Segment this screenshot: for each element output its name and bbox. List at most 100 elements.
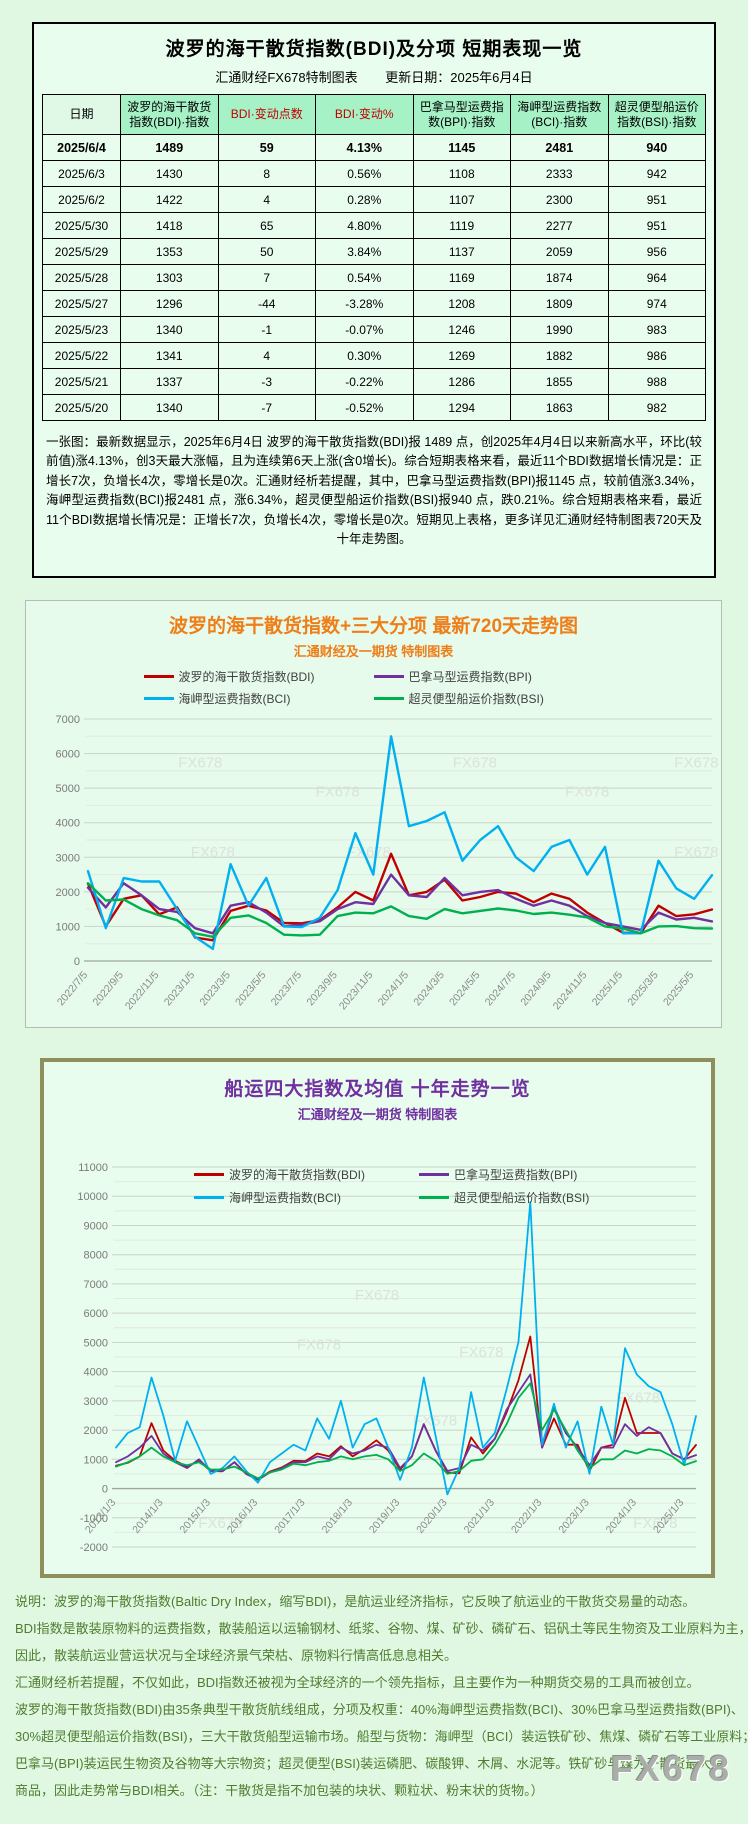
y-axis-tick-label: 4000 xyxy=(84,1367,108,1379)
chart-watermark: FX678 xyxy=(459,1344,503,1361)
table-cell: 1303 xyxy=(120,264,219,291)
table-cell: 983 xyxy=(607,316,706,343)
legend-label: 超灵便型船运价指数(BSI) xyxy=(408,692,544,706)
y-axis-tick-label: 7000 xyxy=(84,1279,108,1291)
legend-item: 超灵便型船运价指数(BSI) xyxy=(373,690,604,707)
table-cell: 1874 xyxy=(510,264,609,291)
y-axis-tick-label: 6000 xyxy=(84,1308,108,1320)
table-cell: 964 xyxy=(607,264,706,291)
table-cell: 1990 xyxy=(510,316,609,343)
y-axis-tick-label: 3000 xyxy=(84,1396,108,1408)
footer-note-line: 商品，因此走势常与BDI相关。（注：干散货是指不加包装的块状、颗粒状、粉末状的货… xyxy=(15,1783,544,1798)
table-cell: 1269 xyxy=(412,342,511,369)
table-cell: 1296 xyxy=(120,290,219,317)
y-axis-tick-label: -1000 xyxy=(80,1513,108,1525)
table-row: 2025/5/20 1340 -7 -0.52% 1294 1863 982 xyxy=(42,394,706,421)
chart-watermark: FX678 xyxy=(191,844,235,861)
x-axis-tick-label: 2023/3/5 xyxy=(197,969,233,1008)
table-row: 2025/5/21 1337 -3 -0.22% 1286 1855 988 xyxy=(42,368,706,395)
table-cell: 2025/5/20 xyxy=(42,394,121,421)
x-axis-tick-label: 2017/1/3 xyxy=(272,1497,308,1536)
table-cell: 1422 xyxy=(120,186,219,213)
x-axis-tick-label: 2023/7/5 xyxy=(269,969,305,1008)
table-cell: 1107 xyxy=(412,186,511,213)
chart-10year-subtitle: 汇通财经及一期货 特制图表 xyxy=(297,1107,458,1122)
legend-item: 海岬型运费指数(BCI) xyxy=(143,690,374,707)
x-axis-tick-label: 2023/5/5 xyxy=(233,969,269,1008)
footer-notes: 说明：波罗的海干散货指数(Baltic Dry Index，缩写BDI)，是航运… xyxy=(15,1588,748,1804)
y-axis-tick-label: 5000 xyxy=(84,1337,108,1349)
y-axis-tick-label: 1000 xyxy=(56,921,80,933)
y-axis-tick-label: 0 xyxy=(102,1484,108,1496)
table-cell: 1246 xyxy=(412,316,511,343)
y-axis-tick-label: 8000 xyxy=(84,1250,108,1262)
table-source-label: 汇通财经FX678特制图表 xyxy=(215,70,358,85)
y-axis-tick-label: -2000 xyxy=(80,1542,108,1554)
x-axis-tick-label: 2020/1/3 xyxy=(414,1497,450,1536)
y-axis-tick-label: 5000 xyxy=(56,783,80,795)
y-axis-tick-label: 3000 xyxy=(56,852,80,864)
table-row: 2025/5/30 1418 65 4.80% 1119 2277 951 xyxy=(42,212,706,239)
chart-720day-title: 波罗的海干散货指数+三大分项 最新720天走势图 xyxy=(168,616,579,637)
y-axis-tick-label: 1000 xyxy=(84,1454,108,1466)
table-cell: 2025/5/23 xyxy=(42,316,121,343)
column-header: BDI·变动% xyxy=(315,94,414,135)
x-axis-tick-label: 2023/1/5 xyxy=(162,969,198,1008)
table-cell: 1882 xyxy=(510,342,609,369)
table-cell: 1286 xyxy=(412,368,511,395)
table-cell: -0.22% xyxy=(315,368,414,395)
table-cell: 1169 xyxy=(412,264,511,291)
y-axis-tick-label: 7000 xyxy=(56,714,80,726)
chart-watermark: FX678 xyxy=(633,1515,677,1532)
table-cell: 50 xyxy=(217,238,316,265)
y-axis-tick-label: 6000 xyxy=(56,749,80,761)
table-cell: 2025/6/4 xyxy=(42,134,121,161)
y-axis-tick-label: 2000 xyxy=(84,1425,108,1437)
legend-color-line xyxy=(373,675,404,678)
table-cell: 940 xyxy=(607,134,706,161)
column-header: 超灵便型船运价指数(BSI)·指数 xyxy=(607,94,706,135)
legend-item: 波罗的海干散货指数(BDI) xyxy=(194,1166,419,1183)
chart-watermark: FX678 xyxy=(453,754,497,771)
table-cell: 1340 xyxy=(120,394,219,421)
footer-note-line: 30%超灵便型船运价指数(BSI)，三大干散货船型运输市场。船型与货物：海岬型（… xyxy=(15,1729,748,1744)
legend-item: 海岬型运费指数(BCI) xyxy=(194,1189,419,1206)
chart-watermark: FX678 xyxy=(413,1412,457,1429)
table-cell: 2059 xyxy=(510,238,609,265)
table-cell: -0.52% xyxy=(315,394,414,421)
table-cell: -3.28% xyxy=(315,290,414,317)
chart-720day-canvas: 0 1000 2000 3000 4000 5000 6000 7000 FX678 FX678 F… xyxy=(55,714,719,1012)
table-cell: 1418 xyxy=(120,212,219,239)
series-line xyxy=(115,1201,697,1496)
legend-label: 巴拿马型运费指数(BPI) xyxy=(454,1168,578,1182)
legend-color-line xyxy=(194,1173,224,1176)
y-axis-tick-label: 4000 xyxy=(56,818,80,830)
table-cell: 982 xyxy=(607,394,706,421)
table-cell: 1108 xyxy=(412,160,511,187)
x-axis-tick-label: 2024/9/5 xyxy=(518,969,554,1008)
table-cell: 988 xyxy=(607,368,706,395)
table-cell: 2300 xyxy=(510,186,609,213)
legend-label: 海岬型运费指数(BCI) xyxy=(178,692,291,706)
table-cell: 4 xyxy=(217,186,316,213)
footer-note-line: 巴拿马(BPI)装运民生物资及谷物等大宗物资；超灵便型(BSI)装运磷肥、碳酸钾… xyxy=(15,1756,725,1771)
table-cell: 974 xyxy=(607,290,706,317)
table-cell: 956 xyxy=(607,238,706,265)
bdi-short-term-table: 日期 波罗的海干散货指数(BDI)·指数 BDI·变动点数 BDI·变动% 巴拿马型运费… xyxy=(42,94,706,421)
chart-watermark: FX678 xyxy=(178,754,222,771)
legend-color-line xyxy=(143,675,174,678)
table-cell: 1208 xyxy=(412,290,511,317)
legend-color-line xyxy=(194,1196,224,1199)
table-cell: 1855 xyxy=(510,368,609,395)
table-header-row: 日期 波罗的海干散货指数(BDI)·指数 BDI·变动点数 BDI·变动% 巴拿马型运费… xyxy=(42,94,706,135)
chart-watermark: FX678 xyxy=(198,1515,242,1532)
table-cell: -7 xyxy=(217,394,316,421)
table-cell: 4 xyxy=(217,342,316,369)
legend-label: 波罗的海干散货指数(BDI) xyxy=(229,1168,365,1182)
table-cell: 0.56% xyxy=(315,160,414,187)
table-cell: 4.13% xyxy=(315,134,414,161)
y-axis-tick-label: 11000 xyxy=(78,1162,108,1174)
footer-note-line: 因此，散装航运业营运状况与全球经济景气荣枯、原物料行情高低息息相关。 xyxy=(15,1648,458,1663)
table-cell: 2025/5/29 xyxy=(42,238,121,265)
table-cell: 2025/5/28 xyxy=(42,264,121,291)
